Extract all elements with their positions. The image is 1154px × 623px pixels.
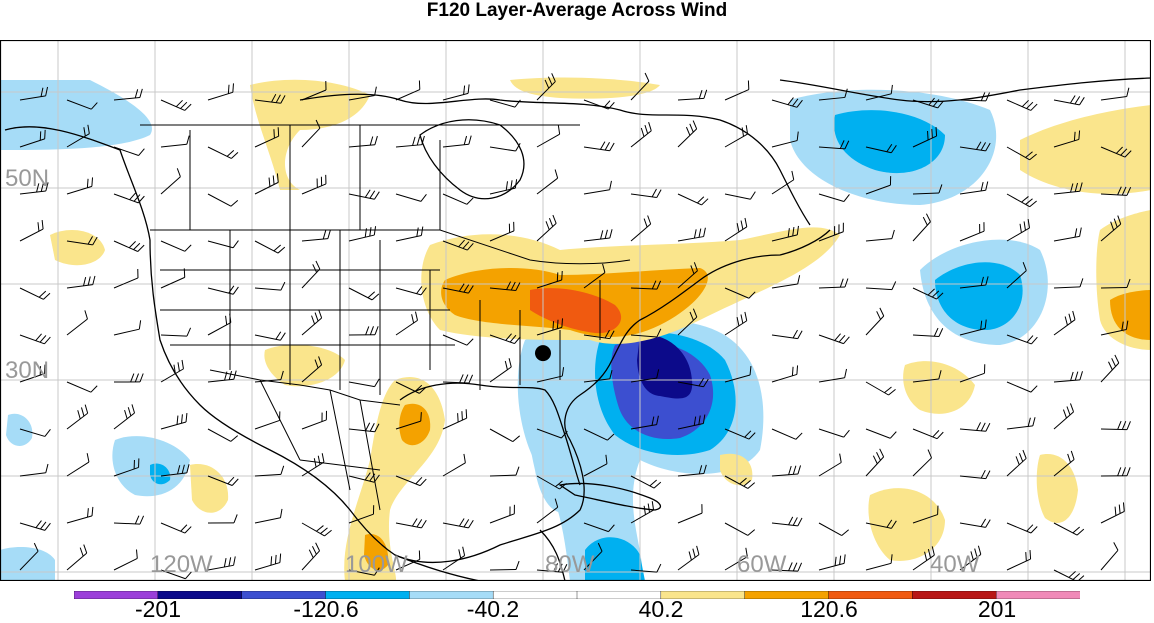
colorbar-label: 201	[978, 596, 1016, 623]
map-title: F120 Layer-Average Across Wind	[0, 0, 1154, 22]
colorbar-label: -120.6	[293, 596, 358, 623]
lon-label-40w: 40W	[930, 551, 979, 579]
colorbar-label: 120.6	[800, 596, 858, 623]
wind-map	[0, 40, 1151, 581]
colorbar-label: -201	[135, 596, 181, 623]
colorbar-label: 40.2	[639, 596, 684, 623]
colorbar-label: -40.2	[467, 596, 519, 623]
lon-label-100w: 100W	[345, 551, 408, 579]
colorbar	[74, 591, 1080, 599]
station-marker	[535, 345, 551, 361]
lat-label-30n: 30N	[5, 357, 49, 385]
lon-label-120w: 120W	[150, 551, 213, 579]
lon-label-80w: 80W	[545, 551, 594, 579]
lat-label-50n: 50N	[5, 165, 49, 193]
lon-label-60w: 60W	[737, 551, 786, 579]
